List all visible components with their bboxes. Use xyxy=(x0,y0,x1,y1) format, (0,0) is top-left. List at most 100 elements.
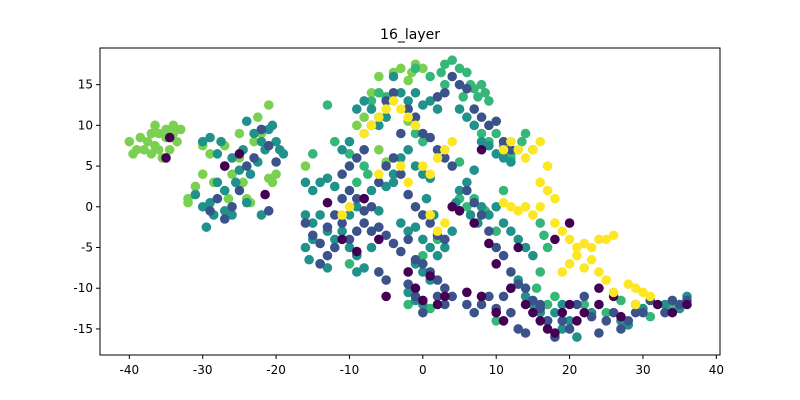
scatter-point xyxy=(469,120,480,131)
scatter-point xyxy=(396,169,406,180)
scatter-point xyxy=(183,197,193,208)
scatter-point xyxy=(329,210,340,220)
scatter-point xyxy=(374,87,384,98)
scatter-point xyxy=(212,149,223,159)
scatter-point xyxy=(608,230,619,241)
scatter-point xyxy=(645,311,656,322)
scatter-point xyxy=(307,230,318,241)
scatter-point xyxy=(388,96,399,106)
scatter-point xyxy=(572,242,582,253)
scatter-point xyxy=(403,177,413,188)
scatter-point xyxy=(616,311,626,322)
scatter-point xyxy=(142,136,153,147)
scatter-point xyxy=(381,112,391,123)
scatter-point xyxy=(410,87,421,98)
scatter-point xyxy=(124,136,135,147)
scatter-point xyxy=(454,185,465,196)
points-layer xyxy=(124,55,692,342)
scatter-point xyxy=(344,149,355,159)
scatter-point xyxy=(278,149,289,159)
scatter-point xyxy=(352,267,362,277)
scatter-point xyxy=(513,144,524,155)
scatter-point xyxy=(271,169,281,180)
scatter-point xyxy=(329,234,340,245)
scatter-point xyxy=(403,299,413,310)
scatter-point xyxy=(447,71,457,82)
scatter-point xyxy=(396,87,406,98)
scatter-point xyxy=(645,291,656,302)
scatter-point xyxy=(564,299,575,310)
scatter-point xyxy=(462,287,472,298)
scatter-point xyxy=(447,55,457,66)
scatter-point xyxy=(359,96,369,106)
scatter-point xyxy=(425,96,435,106)
scatter-point xyxy=(425,242,435,253)
scatter-point xyxy=(594,299,604,310)
scatter-point xyxy=(498,185,509,196)
scatter-point xyxy=(608,287,619,298)
x-tick-label: 20 xyxy=(562,363,577,377)
scatter-point xyxy=(403,267,413,277)
scatter-point xyxy=(564,259,575,269)
scatter-point xyxy=(366,201,377,212)
scatter-point xyxy=(249,136,259,147)
scatter-point xyxy=(454,104,465,114)
scatter-point xyxy=(432,92,443,102)
scatter-point xyxy=(432,226,443,237)
scatter-point xyxy=(337,169,347,180)
scatter-point xyxy=(410,201,421,212)
scatter-point xyxy=(491,149,502,159)
x-axis-ticks: -40 -30 -20 -10 0 10 20 30 40 xyxy=(120,355,724,377)
scatter-point xyxy=(388,169,399,180)
scatter-point xyxy=(304,254,314,265)
scatter-point xyxy=(403,226,413,237)
scatter-point xyxy=(256,136,267,147)
y-tick-label: 15 xyxy=(78,78,93,92)
scatter-point xyxy=(300,210,311,220)
scatter-point xyxy=(638,307,648,318)
scatter-point xyxy=(128,149,138,159)
scatter-point xyxy=(440,144,450,155)
scatter-point xyxy=(447,136,457,147)
scatter-point xyxy=(388,238,399,249)
scatter-point xyxy=(491,307,502,318)
scatter-point xyxy=(344,161,355,171)
scatter-point xyxy=(418,128,428,139)
scatter-point xyxy=(520,128,531,139)
scatter-point xyxy=(469,83,480,94)
scatter-point xyxy=(616,324,626,334)
scatter-point xyxy=(469,307,480,318)
scatter-point xyxy=(164,144,175,155)
scatter-point xyxy=(564,218,575,228)
scatter-point xyxy=(245,169,256,180)
scatter-point xyxy=(352,177,362,188)
scatter-point xyxy=(660,299,670,310)
scatter-point xyxy=(410,283,421,294)
scatter-point xyxy=(557,267,568,277)
scatter-point xyxy=(410,161,421,171)
scatter-point xyxy=(513,324,524,334)
scatter-point xyxy=(344,234,355,245)
scatter-point xyxy=(601,307,612,318)
scatter-point xyxy=(300,161,311,171)
scatter-point xyxy=(267,177,278,188)
scatter-point xyxy=(146,149,157,159)
scatter-point xyxy=(557,324,568,334)
scatter-point xyxy=(586,254,597,265)
scatter-point xyxy=(418,100,428,110)
scatter-point xyxy=(440,299,450,310)
scatter-point xyxy=(388,177,399,188)
scatter-point xyxy=(528,307,538,318)
scatter-point xyxy=(403,189,413,200)
scatter-point xyxy=(572,250,582,261)
scatter-point xyxy=(513,242,524,253)
scatter-point xyxy=(484,226,494,237)
scatter-point xyxy=(359,218,369,228)
scatter-point xyxy=(432,104,443,114)
scatter-point xyxy=(374,234,384,245)
scatter-point xyxy=(197,201,208,212)
scatter-point xyxy=(366,120,377,131)
scatter-point xyxy=(462,67,472,78)
scatter-point xyxy=(550,193,560,204)
scatter-point xyxy=(344,242,355,253)
